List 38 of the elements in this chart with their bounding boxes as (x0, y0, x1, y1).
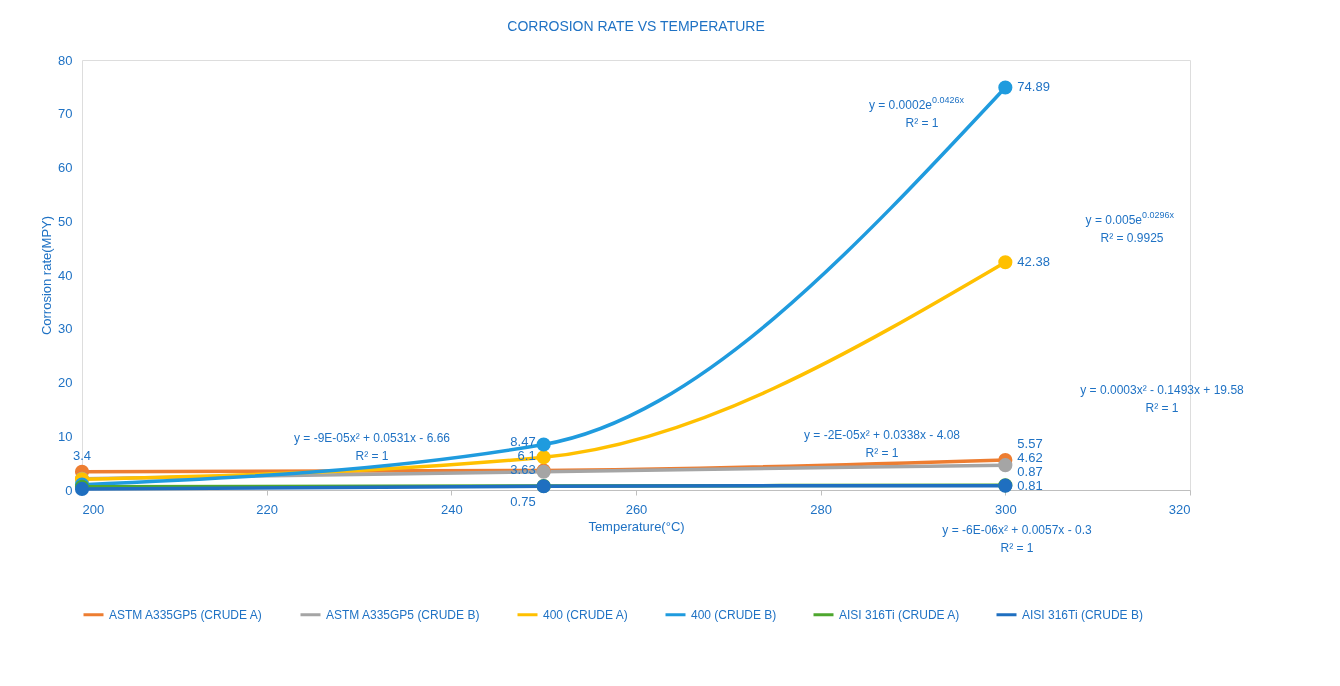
x-tick-label: 200 (82, 501, 105, 517)
chart-title: CORROSION RATE VS TEMPERATURE (507, 18, 765, 34)
annotation: y = -9E-05x² + 0.0531x - 6.66 R² = 1 (293, 431, 451, 463)
data-label: 42.38 (1017, 254, 1050, 270)
y-tick-label: 40 (58, 267, 73, 283)
data-label: 5.57 (1017, 435, 1043, 451)
y-tick-label: 80 (58, 52, 73, 68)
data-label: 0.75 (510, 493, 536, 509)
legend-label: ASTM A335GP5 (CRUDE A) (109, 607, 262, 622)
data-label: 74.89 (1017, 79, 1050, 95)
x-tick-label: 240 (440, 501, 463, 517)
legend-label: 400 (CRUDE B) (691, 607, 777, 622)
y-axis-title: Corrosion rate(MPY) (39, 215, 55, 336)
x-tick-label: 280 (810, 501, 833, 517)
y-tick-label: 70 (58, 106, 73, 122)
annotation: y = 0.0003x² - 0.1493x + 19.58 R² = 1 (1080, 383, 1245, 415)
data-label: 0.81 (1017, 477, 1043, 493)
data-label: 0.87 (1017, 463, 1043, 479)
legend-label: ASTM A335GP5 (CRUDE B) (326, 607, 480, 622)
y-tick-label: 20 (58, 375, 73, 390)
x-tick-label: 300 (994, 501, 1017, 517)
legend-label: 400 (CRUDE A) (543, 607, 628, 622)
annotation: y = -2E-05x² + 0.0338x - 4.08 R² = 1 (803, 428, 961, 460)
y-tick-label: 10 (58, 428, 73, 444)
x-tick-label: 220 (256, 501, 279, 517)
data-label: 8.47 (510, 434, 536, 450)
y-tick-label: 0 (65, 482, 73, 498)
data-label: 3.4 (72, 447, 92, 463)
x-tick-label: 320 (1168, 501, 1191, 517)
legend-label: AISI 316Ti (CRUDE A) (839, 607, 960, 622)
y-tick-label: 50 (58, 213, 73, 229)
x-tick-label: 260 (625, 501, 648, 517)
x-axis-title: Temperature(°C) (588, 518, 685, 534)
y-tick-label: 60 (58, 160, 73, 175)
text: y = -6E-06x² + 0.0057x - 0.3 R² = 1 (942, 523, 1093, 555)
legend-label: AISI 316Ti (CRUDE B) (1022, 607, 1143, 622)
data-label: 4.62 (1017, 449, 1043, 465)
y-tick-label: 30 (58, 321, 73, 337)
